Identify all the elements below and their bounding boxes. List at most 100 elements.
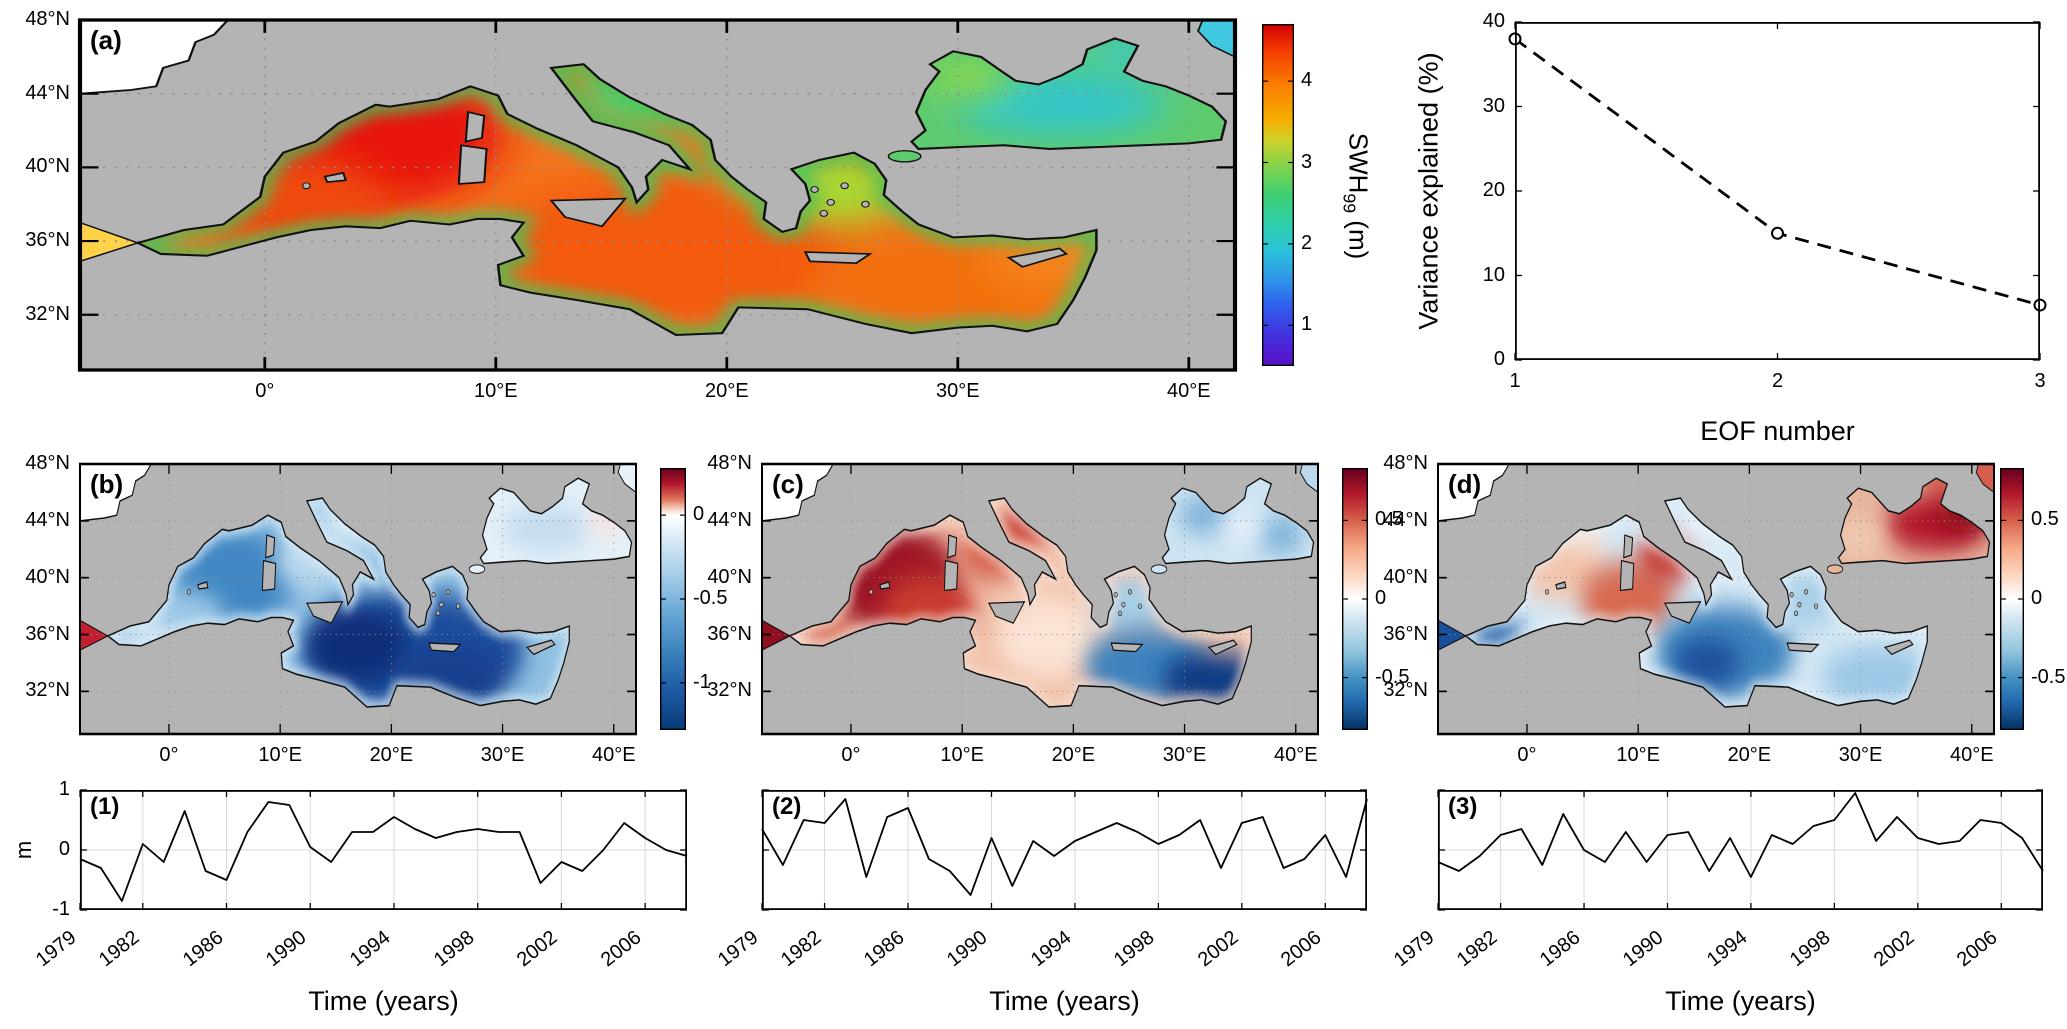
lon-tick-label: 40°E [1273,744,1318,766]
islet [826,198,836,206]
colorbar-a: 4 3 2 1 [1261,23,1312,367]
island [947,534,958,559]
map-frame [78,462,638,736]
coastline [479,477,633,565]
pc1-line [79,801,688,902]
lon-tick-label: 0° [159,744,179,766]
x-tick-label: 2006 [596,926,646,972]
colorbar-canvas [1999,467,2025,731]
colorbar-canvas [659,467,687,731]
panel-label-c: (c) [772,469,804,499]
axis-ticks [1438,463,1994,734]
lat-tick-label: 32°N [25,679,70,702]
colorbar-tick-label: 0.5 [1375,508,1403,531]
islet [1113,592,1118,598]
atlantic-corner [78,19,231,95]
pc3-canvas [1437,789,2044,911]
colorbar-ticks [1342,519,1368,679]
x-tick-label: 2 [1771,370,1784,392]
x-tick-label: 2006 [1953,926,2002,972]
lon-tick-label: 10°E [1616,744,1660,766]
islet [1814,603,1819,609]
islet [302,182,311,190]
axis-ticks [80,18,1235,370]
panel-label-a: (a) [90,25,122,55]
coastline [788,497,1252,708]
islet [1804,589,1809,595]
islet [439,602,444,608]
map-c-canvas [760,462,1320,736]
lon-tick-label: 20°E [369,744,414,766]
coastline [909,37,1228,150]
island [1207,639,1238,656]
y-tick-label: 30 [1482,94,1505,117]
map-frame [1436,462,1996,736]
x-tick-label: 2002 [1869,926,1919,972]
lon-tick-label: 0° [841,744,861,766]
islet [861,200,870,208]
x-tick-label: 1982 [1452,926,1502,972]
variance-plot-canvas [1508,21,2047,361]
colorbar-a-label-main: SWH [1343,132,1374,194]
x-tick-label: 1986 [178,926,227,972]
variance-plot: EOF number Variance explained (%) 1 2 3 0 10… [1414,10,2047,446]
island [265,534,276,559]
data-point [1771,226,1784,240]
field-blob [1673,638,1741,688]
lat-tick-label: 40°N [25,155,70,178]
island [1883,639,1914,656]
colorbar-tick-label: 4 [1301,69,1313,92]
islet [1121,602,1126,608]
field-blob [957,69,1166,137]
lat-tick-label: 36°N [25,229,70,252]
lat-tick-label: 36°N [25,622,70,645]
marmara-sea [1150,564,1168,574]
x-tick-label: 1 [1509,370,1521,392]
x-tick-label: 1998 [429,926,479,972]
field-blob [1821,645,1928,707]
atlantic-corner [761,463,835,522]
lon-tick-label: 30°E [1162,744,1207,766]
lat-tick-label: 44°N [25,81,70,104]
panel-label-1: (1) [90,793,120,820]
map-frame [77,18,1238,372]
colorbar-ticks [660,514,686,684]
islet [868,589,874,595]
y-tick-label: 1 [58,778,70,800]
y-tick-label: 10 [1482,263,1505,286]
island [1786,642,1820,653]
colorbar-tick-label: -0.5 [1375,665,1410,688]
x-tick-label: 1982 [776,926,826,972]
island [803,251,873,265]
colorbar-tick-label: -1 [693,670,711,693]
x-tick-label: 2006 [1277,926,1326,972]
coastline [106,497,570,708]
lon-tick-label: 30°E [480,744,525,766]
panel-label-b: (b) [90,469,124,499]
pc3-xlabel: Time (years) [1665,986,1816,1016]
lat-tick-label: 48°N [1383,452,1428,474]
lon-tick-label: 20°E [705,380,749,402]
coastline [134,63,1098,337]
map-panel-a: (a) 48°N 44°N 40°N 36°N 32°N 0° 10°E 20°E 30°E 40… [25,8,1238,402]
colorbar-ticks [1262,80,1294,326]
pc2-canvas [761,789,1368,911]
colorbar-ticks [2000,519,2024,679]
axis-ticks [761,789,1367,911]
field-blob [502,505,592,551]
y-tick-label: 0 [1493,348,1505,370]
lon-tick-label: 40°E [591,744,636,766]
island [525,639,556,656]
x-tick-label: 2002 [1193,926,1243,972]
pc1-canvas [79,789,688,911]
island [943,559,959,592]
lat-tick-label: 36°N [1383,622,1428,645]
lon-tick-label: 40°E [1949,744,1994,766]
field-blob [1255,518,1305,553]
colorbar-canvas [1261,23,1295,367]
colorbar-a-label-sub: 99 [1339,193,1360,214]
island [549,197,628,228]
x-tick-label: 1990 [262,926,311,972]
lon-tick-label: 10°E [258,744,302,766]
field-blob [927,60,1011,98]
